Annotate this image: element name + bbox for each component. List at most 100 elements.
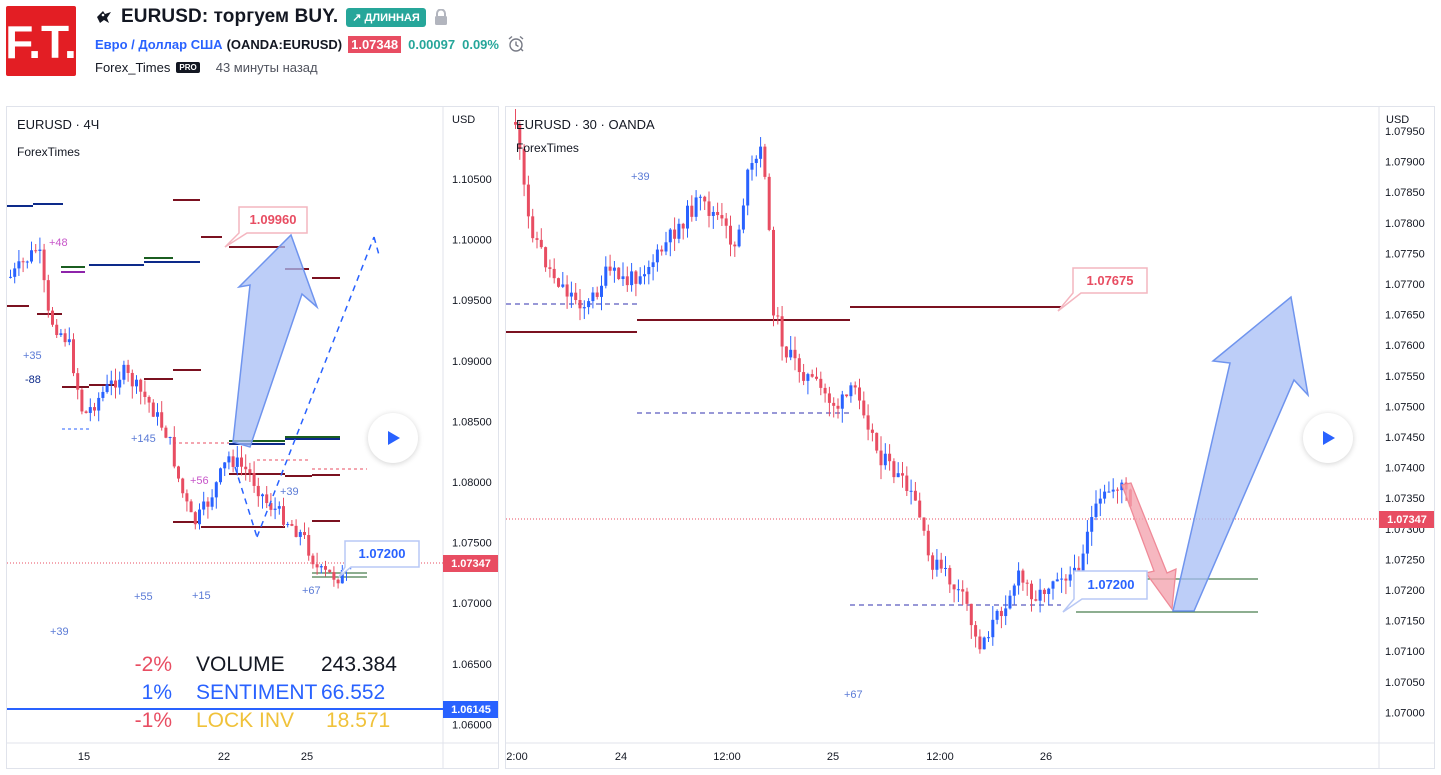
left-price-axis[interactable]: 1.10500 1.10000 1.09500 1.09000 1.08500 1.080…: [452, 174, 492, 731]
price-tick-label: 1.07250: [1385, 554, 1425, 566]
symbol-name-link[interactable]: Евро / Доллар США: [95, 36, 223, 52]
candle-body: [1064, 578, 1068, 581]
candle-body: [160, 412, 164, 428]
candle-body: [935, 559, 939, 570]
right-callout-top[interactable]: 1.07675: [1057, 267, 1148, 312]
candle-body: [741, 205, 745, 230]
candle-body: [1004, 608, 1008, 617]
price-tick-label: 1.08500: [452, 416, 492, 428]
candle-body: [832, 402, 836, 406]
candle-body: [879, 450, 883, 466]
chart-30m-panel[interactable]: 1.07675 1.07200 +39 +67 1.07950 1.07900 1.…: [505, 106, 1435, 769]
down-arrow-icon: [1121, 482, 1177, 611]
candle-body: [827, 393, 831, 403]
candle-body: [582, 307, 586, 309]
candle-body: [539, 239, 543, 248]
forex-times-logo[interactable]: F.T.: [6, 6, 76, 76]
candle-body: [265, 494, 269, 504]
candle-body: [1068, 574, 1072, 581]
right-callout-bottom[interactable]: 1.07200: [1062, 570, 1148, 613]
chart-4h-currency: USD: [452, 114, 476, 126]
candle-body: [248, 469, 252, 473]
candle-body: [548, 267, 552, 269]
left-callout-bottom[interactable]: 1.07200: [338, 540, 420, 578]
candle-body: [135, 379, 138, 387]
candle-body: [952, 584, 956, 590]
candle-body: [612, 267, 616, 271]
candle-body: [294, 525, 298, 537]
candle-body: [866, 415, 870, 430]
left-callout-top[interactable]: 1.09960: [224, 206, 308, 248]
price-tick-label: 1.06500: [452, 659, 492, 671]
candle-body: [965, 591, 969, 604]
candle-body: [913, 490, 917, 501]
left-last-price: 1.07347: [443, 555, 498, 572]
candle-body: [793, 349, 797, 359]
svg-text:1.07675: 1.07675: [1087, 273, 1134, 288]
candle-body: [1047, 588, 1051, 595]
candle-body: [1042, 589, 1046, 595]
chart-4h-title: EURUSD · 4Ч: [17, 117, 100, 132]
candle-body: [13, 268, 17, 277]
price-tick-label: 1.08000: [452, 477, 492, 489]
candle-body: [862, 400, 866, 416]
candle-body: [156, 412, 159, 417]
candle-body: [235, 457, 239, 467]
left-date-axis[interactable]: 15 22 25: [78, 751, 313, 763]
right-levels: [506, 303, 1258, 613]
svg-text:+145: +145: [131, 433, 156, 445]
pro-badge: PRO: [176, 61, 200, 73]
svg-text:25: 25: [827, 751, 839, 763]
svg-text:15: 15: [78, 751, 90, 763]
candle-body: [198, 509, 201, 525]
price-tick-label: 1.07950: [1385, 126, 1425, 138]
candle-body: [147, 396, 151, 403]
candle-body: [219, 468, 222, 483]
right-time-axis[interactable]: 2:00 24 12:00 25 12:00 26: [506, 751, 1052, 763]
right-price-axis[interactable]: 1.07950 1.07900 1.07850 1.07800 1.07750 1.077…: [1385, 126, 1425, 719]
candle-body: [737, 229, 741, 247]
candle-body: [776, 315, 780, 317]
candle-body: [261, 494, 264, 497]
play-button-left[interactable]: [368, 413, 418, 463]
candle-body: [1111, 489, 1115, 492]
candle-body: [999, 610, 1003, 617]
candle-body: [46, 280, 50, 311]
candle-body: [177, 466, 180, 479]
svg-text:22: 22: [218, 751, 230, 763]
left-candles: [9, 237, 353, 589]
price-tick-label: 1.07400: [1385, 463, 1425, 475]
chart-30m-source: ForexTimes: [516, 141, 579, 155]
right-candles: [514, 108, 1132, 654]
svg-text:1.06145: 1.06145: [451, 704, 491, 716]
alarm-clock-icon[interactable]: [507, 35, 525, 53]
price-tick-label: 1.07850: [1385, 187, 1425, 199]
candle-body: [240, 457, 243, 467]
candle-body: [552, 268, 556, 279]
price-tick-label: 1.10000: [452, 235, 492, 247]
candle-body: [561, 284, 565, 287]
candle-body: [772, 229, 775, 316]
candle-body: [982, 637, 986, 650]
svg-text:-88: -88: [25, 374, 41, 386]
author-link[interactable]: Forex_Times: [95, 59, 171, 75]
candle-body: [763, 146, 767, 177]
stat-volume-pct: -2%: [134, 653, 172, 676]
candle-body: [944, 567, 947, 569]
chart-4h-panel[interactable]: 1.09960 1.07200 +48 +35 -88 +145 +15 +56…: [6, 106, 499, 769]
candle-body: [139, 379, 143, 392]
symbol-ticker-link[interactable]: (OANDA:EURUSD): [226, 36, 343, 52]
candle-body: [789, 349, 793, 358]
price-tick-label: 1.07900: [1385, 157, 1425, 169]
candle-body: [724, 218, 728, 226]
play-button-right[interactable]: [1303, 413, 1353, 463]
symbol-change: 0.00097: [408, 36, 456, 52]
price-tick-label: 1.07750: [1385, 248, 1425, 260]
svg-text:1.07200: 1.07200: [1088, 577, 1135, 592]
svg-text:26: 26: [1040, 751, 1052, 763]
candle-body: [638, 276, 642, 284]
candle-body: [277, 506, 281, 509]
right-last-price: 1.07347: [1379, 511, 1434, 528]
candle-body: [252, 472, 256, 486]
price-tick-label: 1.07200: [1385, 585, 1425, 597]
